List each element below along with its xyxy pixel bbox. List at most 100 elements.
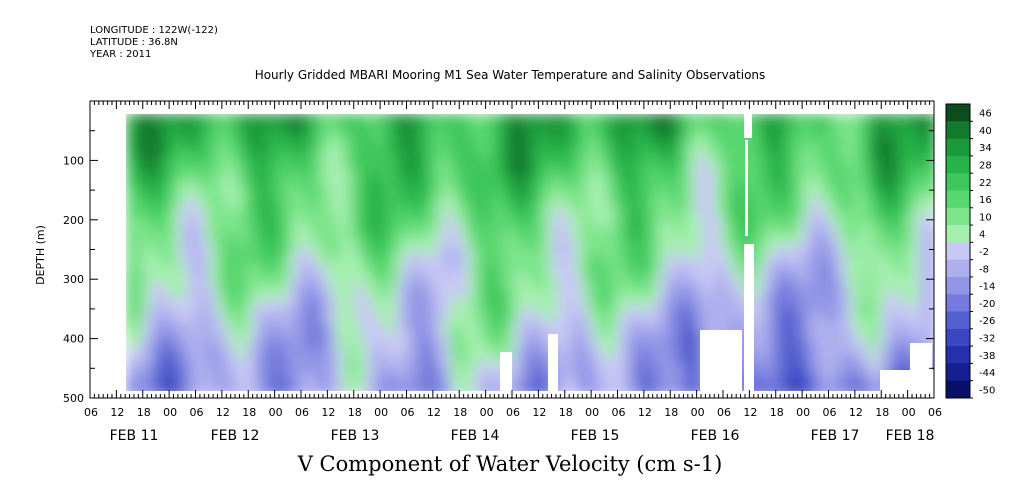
heatmap-cell (192, 114, 199, 121)
heatmap-cell (720, 312, 727, 319)
heatmap-cell (708, 126, 715, 133)
heatmap-cell (570, 282, 577, 289)
heatmap-cell (528, 132, 535, 139)
heatmap-cell (444, 258, 451, 265)
heatmap-cell (432, 156, 439, 163)
heatmap-cell (456, 144, 463, 151)
heatmap-cell (306, 126, 313, 133)
heatmap-cell (246, 378, 253, 385)
heatmap-cell (354, 240, 361, 247)
heatmap-cell (366, 372, 373, 379)
heatmap-cell (486, 354, 493, 361)
heatmap-cell (540, 282, 547, 289)
heatmap-cell (216, 270, 223, 277)
heatmap-cell (564, 306, 571, 313)
heatmap-cell (192, 180, 199, 187)
heatmap-cell (600, 210, 607, 217)
heatmap-cell (540, 120, 547, 127)
heatmap-cell (624, 216, 631, 223)
heatmap-cell (654, 138, 661, 145)
heatmap-cell (540, 300, 547, 307)
heatmap-cell (738, 276, 745, 283)
heatmap-cell (450, 156, 457, 163)
heatmap-cell (138, 132, 145, 139)
heatmap-cell (732, 114, 739, 121)
heatmap-cell (438, 348, 445, 355)
heatmap-cell (444, 348, 451, 355)
heatmap-cell (738, 210, 745, 217)
heatmap-cell (150, 126, 157, 133)
heatmap-cell (342, 282, 349, 289)
heatmap-cell (438, 150, 445, 157)
heatmap-cell (648, 378, 655, 385)
heatmap-cell (342, 390, 349, 391)
heatmap-cell (162, 228, 169, 235)
heatmap-cell (354, 312, 361, 319)
heatmap-cell (300, 168, 307, 175)
heatmap-cell (462, 234, 469, 241)
heatmap-cell (318, 300, 325, 307)
heatmap-cell (366, 216, 373, 223)
heatmap-cell (306, 240, 313, 247)
heatmap-cell (324, 186, 331, 193)
heatmap-cell (576, 240, 583, 247)
heatmap-cell (468, 240, 475, 247)
heatmap-cell (594, 240, 601, 247)
heatmap-cell (294, 360, 301, 367)
heatmap-cell (354, 342, 361, 349)
heatmap-cell (264, 150, 271, 157)
heatmap-cell (132, 150, 139, 157)
heatmap-cell (582, 228, 589, 235)
heatmap-cell (534, 156, 541, 163)
heatmap-cell (390, 168, 397, 175)
heatmap-cell (528, 378, 535, 385)
heatmap-cell (438, 144, 445, 151)
heatmap-cell (642, 276, 649, 283)
heatmap-cell (450, 294, 457, 301)
heatmap-cell (732, 144, 739, 151)
heatmap-cell (234, 120, 241, 127)
heatmap-cell (456, 168, 463, 175)
heatmap-cell (126, 336, 133, 343)
heatmap-cell (594, 192, 601, 199)
heatmap-cell (570, 258, 577, 265)
heatmap-cell (174, 132, 181, 139)
heatmap-cell (624, 312, 631, 319)
heatmap-cell (156, 324, 163, 331)
heatmap-cell (168, 174, 175, 181)
heatmap-cell (756, 168, 763, 175)
heatmap-cell (228, 306, 235, 313)
heatmap-cell (564, 186, 571, 193)
heatmap-cell (600, 240, 607, 247)
heatmap-cell (618, 264, 625, 271)
heatmap-cell (516, 240, 523, 247)
heatmap-cell (678, 150, 685, 157)
heatmap-cell (360, 246, 367, 253)
heatmap-cell (450, 342, 457, 349)
heatmap-cell (726, 156, 733, 163)
heatmap-cell (624, 210, 631, 217)
year-label: YEAR : 2011 (90, 49, 152, 60)
heatmap-cell (642, 114, 649, 121)
heatmap-cell (528, 306, 535, 313)
heatmap-cell (366, 180, 373, 187)
heatmap-cell (714, 252, 721, 259)
heatmap-cell (318, 138, 325, 145)
heatmap-cell (486, 198, 493, 205)
heatmap-cell (480, 258, 487, 265)
heatmap-cell (372, 372, 379, 379)
heatmap-cell (138, 198, 145, 205)
heatmap-cell (408, 270, 415, 277)
heatmap-cell (228, 276, 235, 283)
heatmap-cell (174, 390, 181, 391)
heatmap-cell (678, 276, 685, 283)
heatmap-cell (738, 324, 745, 331)
heatmap-cell (132, 192, 139, 199)
heatmap-cell (624, 270, 631, 277)
heatmap-cell (450, 366, 457, 373)
heatmap-cell (132, 138, 139, 145)
heatmap-cell (684, 180, 691, 187)
heatmap-cell (150, 228, 157, 235)
heatmap-cell (396, 198, 403, 205)
heatmap-cell (654, 294, 661, 301)
